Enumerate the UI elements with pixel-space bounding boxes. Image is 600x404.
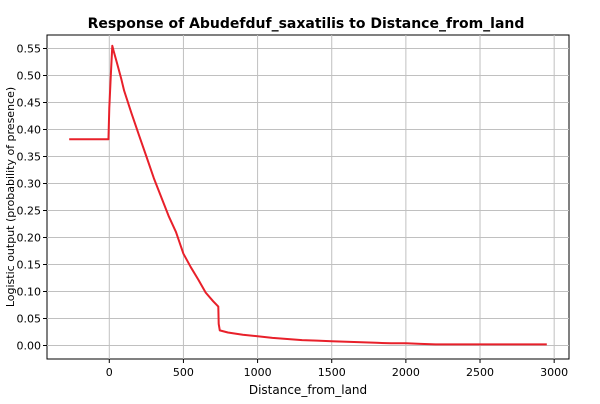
y-tick-label: 0.30 — [17, 178, 42, 191]
y-tick-label: 0.55 — [17, 43, 42, 56]
x-tick-label: 2000 — [392, 366, 420, 379]
x-tick-label: 2500 — [466, 366, 494, 379]
y-tick-label: 0.45 — [17, 97, 42, 110]
y-axis-label: Logistic output (probability of presence… — [4, 87, 17, 307]
plot-area — [46, 34, 570, 360]
y-tick-label: 0.20 — [17, 232, 42, 245]
grid-lines — [47, 35, 569, 359]
y-axis-ticks: 0.00 0.05 0.10 0.15 0.20 0.25 0.30 0.35 0.40 0.45… — [17, 43, 47, 353]
x-tick-label: 0 — [106, 366, 113, 379]
series-layer — [69, 44, 547, 346]
x-tick-label: 1500 — [318, 366, 346, 379]
x-axis-ticks: 0 500 1000 1500 2000 2500 3000 — [106, 359, 568, 379]
y-tick-label: 0.05 — [17, 313, 42, 326]
series-line — [69, 44, 547, 346]
y-tick-label: 0.25 — [17, 205, 42, 218]
y-tick-label: 0.00 — [17, 340, 42, 353]
x-tick-label: 1000 — [244, 366, 272, 379]
y-tick-label: 0.15 — [17, 259, 42, 272]
y-tick-label: 0.10 — [17, 286, 42, 299]
y-tick-label: 0.35 — [17, 151, 42, 164]
x-axis-label: Distance_from_land — [249, 383, 367, 397]
x-tick-label: 500 — [173, 366, 194, 379]
y-tick-label: 0.40 — [17, 124, 42, 137]
chart-title: Response of Abudefduf_saxatilis to Dista… — [88, 16, 525, 32]
x-tick-label: 3000 — [540, 366, 568, 379]
y-tick-label: 0.50 — [17, 70, 42, 83]
